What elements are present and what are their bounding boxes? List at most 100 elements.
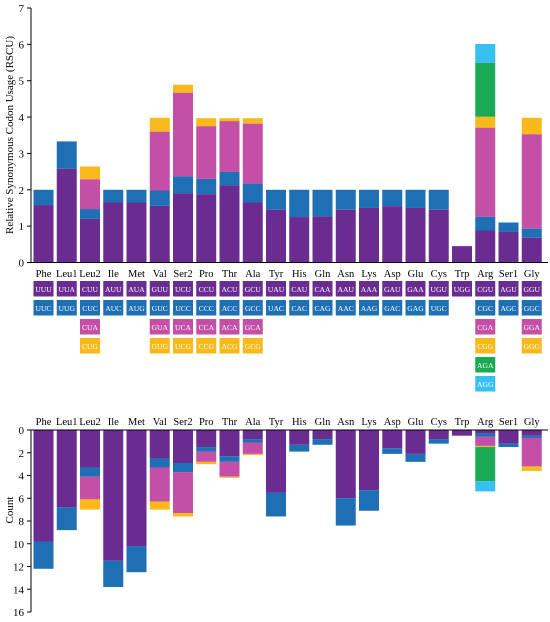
count-x-label-arg: Arg [477,417,494,428]
rscu-bar-leu2-s1 [80,218,100,263]
rscu-y-tick-label-1: 1 [19,221,25,233]
codon-ggc: GGC [521,300,542,316]
codon-ucg: UCG [173,338,193,354]
codon-box-cuc [80,300,100,316]
count-x-label-his: His [292,417,307,428]
codon-label-ggu: GGU [524,285,541,294]
codon-label-cgg: CGG [477,342,494,351]
count-bar-ser1-s1 [498,430,519,444]
count-bar-ala-s1 [242,430,263,440]
codon-box-aga [475,357,496,373]
rscu-bar-cys-s2 [428,189,449,210]
rscu-bar-glu-s1 [405,207,426,263]
codon-box-cca [196,319,217,335]
count-bar-glu-s1 [405,430,426,454]
rscu-bar-gly-s2 [521,228,542,238]
count-category-labels: Phe Leu1 Leu2 Ile Met Val Ser2 Pro Thr Ala Tyr His G… [36,417,541,428]
rscu-bar-thr-s1 [219,185,240,263]
codon-label-agc: AGC [500,304,516,313]
codon-box-gaa [405,281,426,297]
count-y-axis-title: Count [4,497,16,524]
count-bar-leu2-s1 [80,430,100,468]
codon-cgc: CGC [475,300,496,316]
codon-label-uca: UCA [175,323,192,332]
codon-cau: CAU [289,281,310,297]
codon-gga: GGA [521,319,542,335]
codon-label-cac: CAC [291,304,307,313]
count-bar-tyr-s1 [266,430,286,493]
codon-label-gca: GCA [245,323,262,332]
codon-cug: CUG [80,338,100,354]
codon-box-aua [126,281,147,297]
codon-label-cuc: CUC [82,304,98,313]
rscu-x-label-thr: Thr [222,269,238,280]
count-y-tick-label-2: 2 [19,448,25,460]
count-x-label-asp: Asp [384,417,401,428]
codon-box-ccc [196,300,217,316]
rscu-bar-pro-s4 [196,118,217,127]
count-bar-gln-s2 [312,439,333,445]
codon-gca: GCA [242,319,263,335]
codon-label-ggc: GGC [524,304,540,313]
codon-label-ccc: CCC [199,304,214,313]
rscu-bar-glu-s2 [405,189,426,208]
count-bar-cys-s2 [428,439,449,444]
rscu-bar-gly-s4 [521,117,542,135]
codon-label-ugg: UGG [454,285,471,294]
codon-box-caa [312,281,333,297]
rscu-bar-his-s2 [289,189,310,218]
count-bar-phe-s1 [33,430,54,542]
count-x-label-trp: Trp [455,417,470,428]
codon-box-cau [289,281,310,297]
codon-box-gca [242,319,263,335]
rscu-x-label-leu2: Leu2 [79,269,101,280]
count-x-label-tyr: Tyr [269,417,284,428]
count-bar-arg-s4 [475,445,496,448]
count-x-label-val: Val [153,417,167,428]
count-y-tick-label-4: 4 [19,471,25,483]
rscu-y-tick-label-2: 2 [19,185,25,197]
codon-aga: AGA [475,357,496,373]
count-x-label-pro: Pro [199,417,214,428]
codon-gau: GAU [382,281,403,297]
codon-box-cua [80,319,100,335]
codon-box-acc [219,300,240,316]
codon-label-ucg: UCG [175,342,192,351]
codon-ccg: CCG [196,338,217,354]
rscu-bar-arg-s6 [475,43,496,63]
count-x-label-met: Met [128,417,145,428]
rscu-bar-ser2-s3 [173,92,193,177]
count-bar-tyr-s2 [266,492,286,517]
codon-label-ucu: UCU [175,285,192,294]
count-bar-asp-s1 [382,430,403,449]
count-x-label-gly: Gly [524,417,541,428]
rscu-bar-leu2-s2 [80,209,100,219]
codon-uca: UCA [173,319,193,335]
count-bar-thr-s4 [219,476,240,478]
rscu-x-label-arg: Arg [477,269,494,280]
rscu-bar-asp-s1 [382,206,403,263]
rscu-y-tick-label-3: 3 [19,148,25,160]
count-x-label-phe: Phe [36,417,52,428]
rscu-bar-his-s1 [289,217,310,263]
count-bar-gly-s4 [521,466,542,471]
rscu-x-label-met: Met [128,269,145,280]
codon-box-ccu [196,281,217,297]
codon-label-gcc: GCC [245,304,261,313]
count-bar-ala-s4 [242,453,263,456]
count-x-label-ile: Ile [108,417,119,428]
codon-box-cag [312,300,333,316]
codon-label-agg: AGG [477,380,494,389]
rscu-y-tick-label-4: 4 [19,112,25,124]
rscu-bar-leu2-s3 [80,179,100,210]
count-y-tick-label-0: 0 [19,425,25,437]
count-bar-leu1-s1 [56,430,77,508]
codon-box-ucg [173,338,193,354]
rscu-bar-tyr-s2 [266,189,286,210]
codon-guc: GUC [149,300,170,316]
codon-label-ccu: CCU [198,285,214,294]
codon-label-gcg: GCG [245,342,262,351]
count-x-label-leu2: Leu2 [79,417,101,428]
count-bar-asn-s2 [335,498,356,526]
count-x-label-glu: Glu [408,417,425,428]
